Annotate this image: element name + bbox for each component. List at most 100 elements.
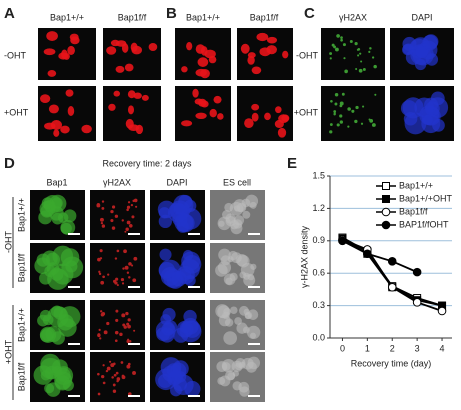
nucleus bbox=[195, 112, 207, 120]
focus bbox=[120, 277, 125, 282]
nucleus bbox=[251, 103, 260, 111]
focus bbox=[126, 339, 130, 343]
focus bbox=[373, 64, 377, 69]
cell bbox=[158, 214, 172, 229]
y-tick-label: 1.5 bbox=[312, 170, 325, 180]
focus bbox=[342, 43, 346, 47]
marker bbox=[412, 298, 422, 307]
panel-label: E bbox=[287, 155, 297, 172]
cell bbox=[171, 270, 187, 287]
legend-marker bbox=[382, 182, 390, 190]
focus bbox=[98, 270, 101, 273]
focus bbox=[340, 36, 343, 40]
cell bbox=[158, 262, 176, 279]
focus bbox=[131, 264, 134, 267]
nucleus bbox=[48, 104, 59, 114]
row-label: -OHT bbox=[4, 50, 26, 60]
cell bbox=[231, 360, 243, 372]
nucleus bbox=[274, 119, 284, 129]
focus bbox=[349, 40, 353, 43]
focus bbox=[101, 312, 106, 316]
panel-label: C bbox=[304, 5, 315, 22]
focus bbox=[102, 275, 105, 279]
focus bbox=[359, 52, 362, 55]
focus bbox=[113, 362, 116, 366]
focus bbox=[105, 369, 109, 373]
column-header: Bap1 bbox=[46, 177, 67, 187]
nucleus bbox=[47, 69, 57, 77]
cell bbox=[47, 268, 69, 290]
focus bbox=[128, 276, 131, 279]
nucleus bbox=[264, 112, 271, 121]
cell bbox=[158, 373, 173, 389]
focus bbox=[112, 383, 116, 387]
focus bbox=[100, 221, 104, 225]
cell bbox=[225, 213, 236, 224]
nucleus bbox=[251, 112, 259, 122]
micrographs bbox=[30, 28, 454, 402]
nucleus bbox=[40, 94, 51, 104]
focus bbox=[360, 122, 364, 125]
focus bbox=[111, 376, 114, 379]
focus bbox=[357, 47, 361, 51]
nucleus bbox=[65, 89, 74, 97]
focus bbox=[97, 392, 101, 396]
cell bbox=[179, 321, 192, 334]
nucleus bbox=[67, 105, 75, 116]
nucleus bbox=[277, 127, 287, 138]
focus bbox=[368, 118, 371, 121]
nucleus bbox=[259, 47, 271, 57]
nucleus bbox=[213, 95, 222, 104]
focus bbox=[115, 309, 119, 313]
line-chart: 0.0 0.3 0.6 0.9 1.2 1.5 0 1 2 3 4 Recovery time (da… bbox=[299, 170, 452, 368]
focus bbox=[357, 54, 360, 57]
column-header: Bap1+/+ bbox=[50, 12, 84, 22]
focus bbox=[355, 68, 358, 71]
cell bbox=[218, 220, 225, 227]
focus bbox=[122, 267, 125, 270]
cell bbox=[216, 361, 228, 372]
focus bbox=[125, 311, 129, 316]
nucleus bbox=[244, 118, 254, 129]
focus bbox=[329, 57, 332, 60]
focus bbox=[121, 219, 124, 222]
focus bbox=[334, 102, 338, 106]
nucleus bbox=[240, 43, 250, 54]
focus bbox=[127, 201, 131, 204]
row-label: Bap1f/f bbox=[16, 253, 26, 282]
column-header: γH2AX bbox=[103, 177, 131, 187]
focus bbox=[339, 120, 343, 124]
focus bbox=[127, 318, 131, 322]
focus bbox=[347, 107, 351, 111]
cell bbox=[51, 197, 63, 209]
focus bbox=[115, 371, 119, 375]
focus bbox=[124, 265, 129, 270]
nucleus bbox=[131, 45, 143, 55]
cell bbox=[174, 213, 194, 232]
cell bbox=[173, 374, 194, 395]
focus bbox=[101, 224, 106, 228]
cell bbox=[235, 254, 248, 267]
focus bbox=[132, 371, 136, 375]
cell bbox=[217, 377, 226, 385]
focus bbox=[119, 332, 123, 337]
focus bbox=[135, 205, 138, 208]
focus bbox=[107, 273, 110, 276]
series-line bbox=[342, 240, 418, 273]
cell bbox=[222, 311, 230, 320]
panel-label: B bbox=[166, 5, 177, 22]
focus bbox=[131, 215, 135, 219]
legend-label: BAP1f/fOHT bbox=[399, 219, 449, 229]
column-header: Bap1f/f bbox=[118, 12, 147, 22]
focus bbox=[114, 281, 118, 285]
focus bbox=[117, 378, 120, 381]
focus bbox=[333, 112, 336, 115]
focus bbox=[100, 280, 105, 285]
nucleus bbox=[108, 103, 116, 111]
focus bbox=[371, 56, 375, 59]
focus bbox=[97, 333, 101, 338]
focus bbox=[106, 321, 110, 326]
focus bbox=[101, 374, 105, 379]
y-tick-label: 0.0 bbox=[312, 332, 325, 342]
focus bbox=[128, 262, 132, 266]
